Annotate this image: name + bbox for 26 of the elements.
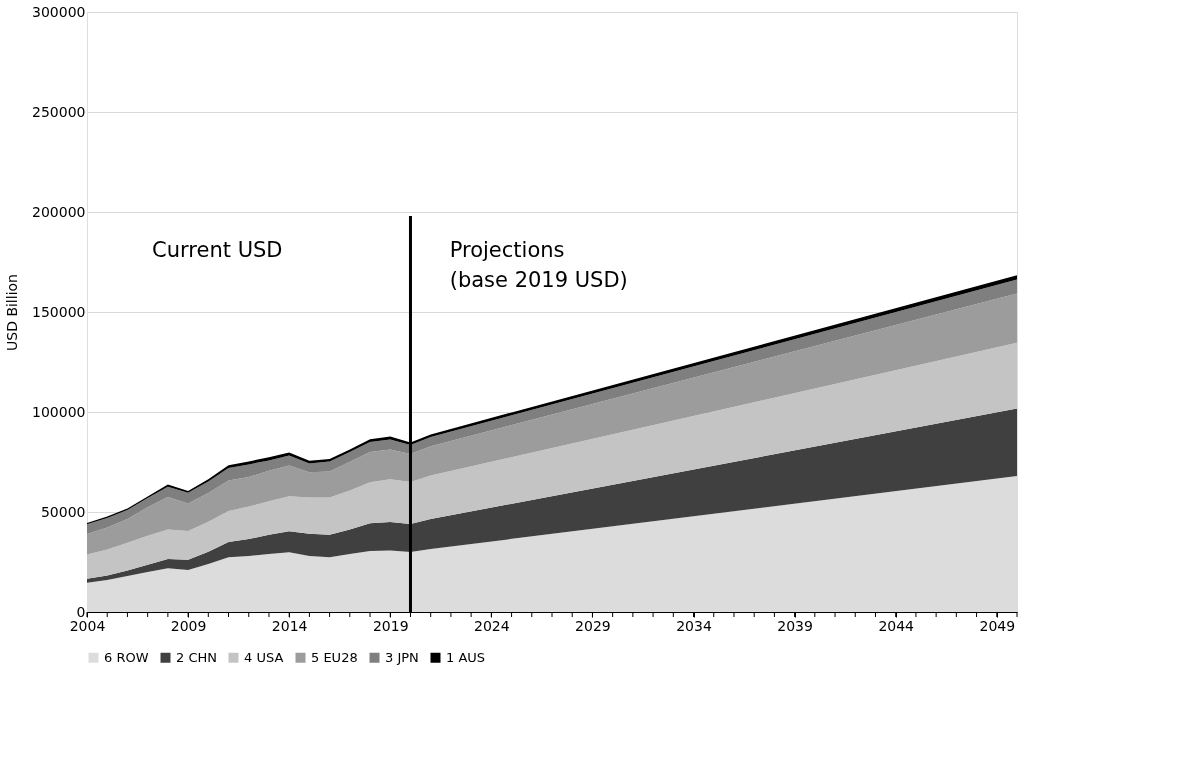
annotation: Projections (base 2019 USD)	[449, 238, 628, 292]
x-tick-label: 2004	[69, 617, 106, 634]
legend-label: 3 JPN	[385, 649, 419, 665]
x-tick-label: 2009	[170, 617, 207, 634]
x-tick-label: 2039	[777, 617, 813, 634]
legend-label: 4 USA	[244, 649, 284, 665]
annotation: Current USD	[152, 238, 283, 262]
y-tick-label: 300000	[32, 3, 86, 20]
y-axis-title: USD Billion	[4, 274, 21, 351]
y-tick-label: 50000	[40, 503, 86, 520]
x-tick-label: 2024	[474, 617, 510, 634]
y-tick-label: 0	[76, 603, 86, 620]
y-tick-label: 200000	[32, 203, 86, 220]
y-tick-label: 250000	[32, 103, 86, 120]
y-tick-label: 100000	[32, 403, 86, 420]
x-tick-label: 2049	[979, 617, 1016, 634]
x-tick-label: 2014	[271, 617, 308, 634]
y-tick-label: 150000	[32, 303, 86, 320]
x-tick-label: 2034	[676, 617, 712, 634]
x-tick-label: 2044	[878, 617, 915, 634]
x-tick-label: 2029	[575, 617, 611, 634]
x-tick-label: 2019	[372, 617, 409, 634]
legend-label: 2 CHN	[176, 649, 217, 665]
legend-label: 1 AUS	[446, 649, 486, 665]
legend-label: 5 EU28	[311, 649, 358, 665]
legend-label: 6 ROW	[104, 649, 149, 665]
